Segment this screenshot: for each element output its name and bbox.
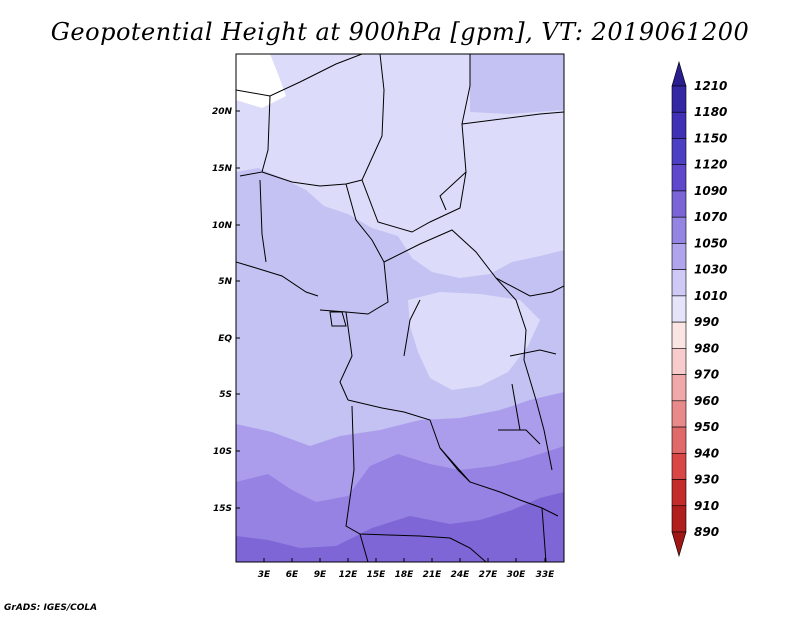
country-borders (236, 54, 564, 562)
lat-label: EQ (218, 334, 232, 344)
legend-swatch (671, 426, 687, 454)
lon-label: 9E (314, 570, 327, 580)
longitude-labels: 3E 6E 9E 12E 15E 18E 21E 24E 27E 30E 33E (258, 558, 555, 580)
legend-swatch (671, 243, 687, 270)
lon-label: 33E (536, 570, 556, 580)
map-title: Geopotential Height at 900hPa [gpm], VT:… (50, 18, 750, 46)
legend-label: 970 (694, 368, 719, 382)
lat-label: 20N (212, 107, 233, 117)
legend-label: 990 (694, 315, 719, 329)
lon-label: 21E (423, 570, 443, 580)
legend-label: 950 (694, 420, 719, 434)
legend-label: 930 (694, 473, 719, 487)
lon-label: 3E (258, 570, 271, 580)
credit-label: GrADS: IGES/COLA (4, 603, 98, 613)
legend-swatch (671, 269, 687, 297)
legend-swatch (671, 295, 687, 323)
color-legend: 1210 1180 1150 1120 1090 1070 1050 1030 1010 990 9… (671, 60, 727, 558)
legend-label: 1030 (694, 263, 727, 277)
legend-swatch (671, 374, 687, 402)
legend-label: 1210 (694, 79, 727, 93)
contour-fill-layer (236, 54, 564, 562)
lat-label: 15N (212, 164, 233, 174)
legend-swatch (671, 164, 687, 192)
legend-swatch (671, 531, 687, 558)
legend-label: 980 (694, 341, 719, 355)
legend-swatch (671, 400, 687, 428)
contour-1010-basin (408, 292, 540, 390)
lon-label: 30E (507, 570, 527, 580)
legend-swatch (671, 321, 687, 349)
lat-label: 10N (212, 221, 233, 231)
legend-swatch (671, 216, 687, 244)
map-frame (235, 53, 565, 563)
legend-label: 1120 (694, 158, 727, 172)
legend-label: 1180 (694, 105, 727, 119)
legend-label: 1070 (694, 210, 727, 224)
legend-label: 1050 (694, 236, 727, 250)
lat-label: 5S (219, 390, 232, 400)
legend-label: 1150 (694, 131, 727, 145)
legend-swatch (671, 479, 687, 507)
legend-swatch (671, 348, 687, 375)
legend-swatch (671, 85, 687, 113)
lon-label: 27E (479, 570, 499, 580)
legend-swatch (671, 138, 687, 166)
legend-swatch (671, 505, 687, 533)
legend-label: 1010 (694, 289, 727, 303)
lat-label: 15S (213, 504, 232, 514)
lon-label: 6E (286, 570, 299, 580)
lat-label: 5N (218, 277, 232, 287)
lon-label: 15E (367, 570, 387, 580)
legend-label: 960 (694, 394, 719, 408)
lon-label: 12E (339, 570, 359, 580)
legend-swatch (671, 190, 687, 218)
lon-label: 18E (395, 570, 415, 580)
legend-swatch (671, 60, 687, 87)
lon-label: 24E (451, 570, 471, 580)
legend-label: 1090 (694, 184, 727, 198)
lat-label: 10S (213, 447, 232, 457)
legend-label: 910 (694, 499, 719, 513)
legend-swatch (671, 452, 687, 480)
legend-label: 940 (694, 446, 719, 460)
legend-swatch (671, 111, 687, 139)
contour-1090 (236, 492, 564, 562)
contour-1030-north (372, 54, 564, 114)
latitude-labels: 20N 15N 10N 5N EQ 5S 10S 15S (212, 107, 240, 514)
legend-label: 890 (694, 525, 719, 539)
